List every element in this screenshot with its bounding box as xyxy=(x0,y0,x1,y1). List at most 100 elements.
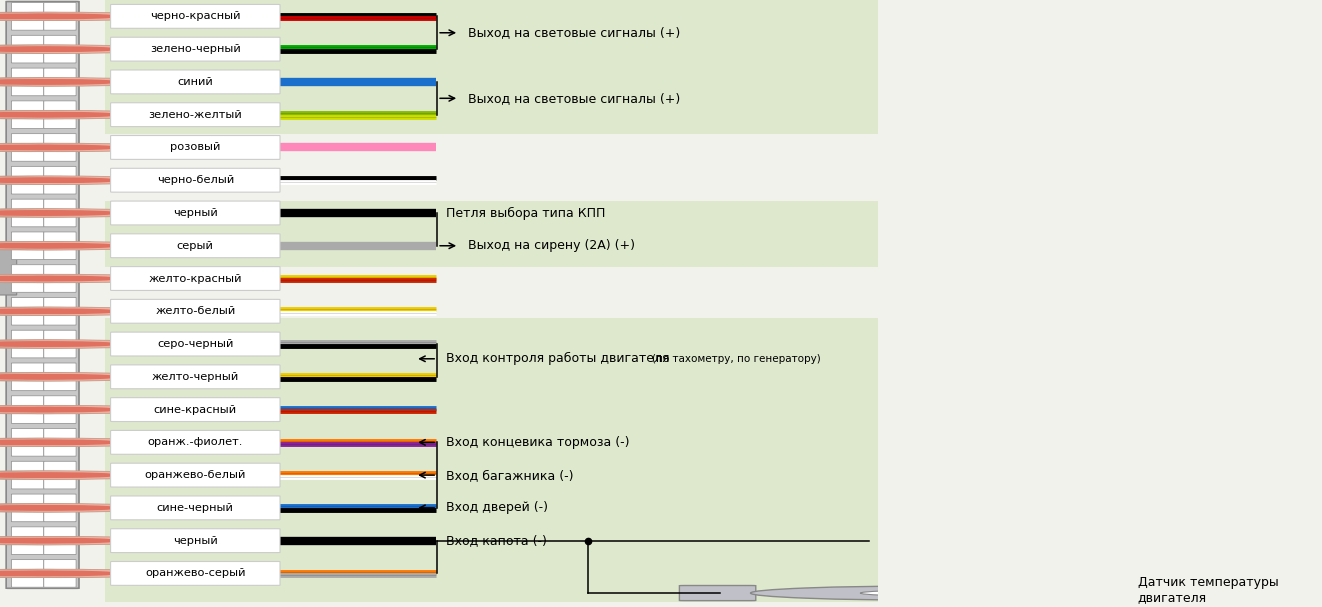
FancyBboxPatch shape xyxy=(44,429,77,456)
Circle shape xyxy=(0,45,172,53)
FancyBboxPatch shape xyxy=(12,297,44,325)
Text: серо-черный: серо-черный xyxy=(157,339,234,349)
Circle shape xyxy=(0,242,139,250)
Text: желто-черный: желто-черный xyxy=(152,372,239,382)
Circle shape xyxy=(0,176,172,185)
Text: Вход концевика тормоза (-): Вход концевика тормоза (-) xyxy=(446,436,629,449)
FancyBboxPatch shape xyxy=(111,365,280,388)
FancyBboxPatch shape xyxy=(111,4,280,29)
Text: розовый: розовый xyxy=(171,143,221,152)
Text: оранжево-белый: оранжево-белый xyxy=(144,470,246,480)
Circle shape xyxy=(0,242,172,250)
FancyBboxPatch shape xyxy=(44,330,77,358)
FancyBboxPatch shape xyxy=(7,1,79,588)
FancyBboxPatch shape xyxy=(12,134,44,161)
Text: Вход багажника (-): Вход багажника (-) xyxy=(446,469,574,481)
FancyBboxPatch shape xyxy=(111,463,280,487)
FancyBboxPatch shape xyxy=(12,461,44,489)
FancyBboxPatch shape xyxy=(680,586,756,601)
FancyBboxPatch shape xyxy=(44,35,77,63)
Circle shape xyxy=(0,178,83,182)
FancyBboxPatch shape xyxy=(12,560,44,587)
FancyBboxPatch shape xyxy=(44,461,77,489)
FancyBboxPatch shape xyxy=(111,37,280,61)
Text: синий: синий xyxy=(177,77,213,87)
FancyBboxPatch shape xyxy=(111,70,280,94)
Circle shape xyxy=(0,440,83,444)
Circle shape xyxy=(0,473,83,477)
FancyBboxPatch shape xyxy=(12,68,44,96)
Circle shape xyxy=(0,407,83,412)
FancyBboxPatch shape xyxy=(44,363,77,391)
Circle shape xyxy=(0,373,172,381)
Bar xyxy=(106,401,887,535)
Circle shape xyxy=(0,80,83,84)
Circle shape xyxy=(0,112,83,117)
Circle shape xyxy=(4,506,116,510)
Text: сине-черный: сине-черный xyxy=(157,503,234,513)
Text: Вход дверей (-): Вход дверей (-) xyxy=(446,501,547,514)
Circle shape xyxy=(0,12,172,21)
Text: желто-белый: желто-белый xyxy=(155,307,235,316)
Circle shape xyxy=(4,145,116,149)
Circle shape xyxy=(4,243,116,248)
FancyBboxPatch shape xyxy=(111,201,280,225)
Bar xyxy=(106,535,887,607)
Circle shape xyxy=(0,110,139,119)
FancyBboxPatch shape xyxy=(12,232,44,260)
FancyBboxPatch shape xyxy=(12,2,44,30)
Text: (по тахометру, по генератору): (по тахометру, по генератору) xyxy=(652,354,821,364)
Text: Выход на сирену (2А) (+): Выход на сирену (2А) (+) xyxy=(468,239,635,253)
FancyBboxPatch shape xyxy=(12,494,44,521)
Circle shape xyxy=(0,145,83,149)
FancyBboxPatch shape xyxy=(111,103,280,127)
Circle shape xyxy=(4,80,116,84)
Circle shape xyxy=(0,537,139,545)
Circle shape xyxy=(0,537,172,545)
Circle shape xyxy=(4,538,116,543)
FancyBboxPatch shape xyxy=(111,266,280,290)
Text: серый: серый xyxy=(177,241,214,251)
FancyBboxPatch shape xyxy=(111,398,280,421)
Circle shape xyxy=(0,340,139,348)
Circle shape xyxy=(4,407,116,412)
Bar xyxy=(106,200,887,268)
Circle shape xyxy=(0,274,139,283)
Circle shape xyxy=(0,47,83,51)
FancyBboxPatch shape xyxy=(44,396,77,424)
Bar xyxy=(106,317,887,401)
FancyBboxPatch shape xyxy=(44,199,77,227)
Circle shape xyxy=(0,110,172,119)
Circle shape xyxy=(0,12,139,21)
FancyBboxPatch shape xyxy=(111,561,280,585)
FancyBboxPatch shape xyxy=(44,560,77,587)
Text: черный: черный xyxy=(173,208,218,218)
Circle shape xyxy=(4,309,116,313)
FancyBboxPatch shape xyxy=(12,199,44,227)
Text: Вход контроля работы двигателя: Вход контроля работы двигателя xyxy=(446,352,673,365)
Circle shape xyxy=(4,211,116,215)
FancyBboxPatch shape xyxy=(44,134,77,161)
Circle shape xyxy=(0,405,139,414)
Circle shape xyxy=(4,47,116,51)
FancyBboxPatch shape xyxy=(44,494,77,521)
Circle shape xyxy=(4,276,116,280)
Text: Выход на световые сигналы (+): Выход на световые сигналы (+) xyxy=(468,92,680,105)
Circle shape xyxy=(0,342,83,346)
FancyBboxPatch shape xyxy=(0,246,17,295)
Circle shape xyxy=(0,307,139,316)
Text: сине-красный: сине-красный xyxy=(153,405,237,415)
Circle shape xyxy=(4,440,116,444)
Circle shape xyxy=(0,211,83,215)
Circle shape xyxy=(4,342,116,346)
FancyBboxPatch shape xyxy=(12,35,44,63)
Circle shape xyxy=(0,78,139,86)
Text: оранжево-серый: оранжево-серый xyxy=(145,568,246,578)
FancyBboxPatch shape xyxy=(111,496,280,520)
Circle shape xyxy=(0,471,172,480)
Circle shape xyxy=(4,112,116,117)
Circle shape xyxy=(0,438,139,447)
FancyBboxPatch shape xyxy=(111,529,280,552)
Circle shape xyxy=(0,340,172,348)
Text: черно-красный: черно-красный xyxy=(151,12,241,21)
